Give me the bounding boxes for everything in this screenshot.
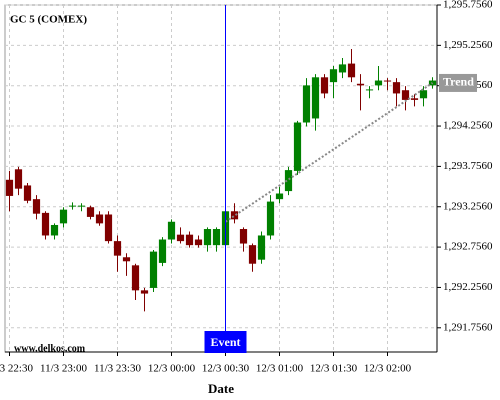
candle-body: [131, 265, 140, 291]
candle-body: [338, 64, 347, 73]
candle-body: [122, 257, 131, 262]
candle-body: [419, 90, 428, 99]
x-tick-label: 12/3 00:00: [148, 363, 196, 375]
candle-body: [59, 209, 68, 224]
y-tick-label: 1,295.2560: [443, 39, 493, 51]
candle-body: [41, 212, 50, 236]
event-label-box: [204, 331, 247, 353]
candle-body: [185, 234, 194, 246]
chart-title: GC 5 (COMEX): [10, 14, 87, 26]
x-tick-label: 11/3 23:30: [94, 363, 141, 375]
candle-body: [95, 214, 104, 224]
y-tick-label: 1,292.7560: [443, 241, 493, 253]
candle-body: [167, 221, 176, 240]
x-tick-label: 12/3 02:00: [364, 363, 412, 375]
candle-body: [158, 239, 167, 263]
trend-label-box: [439, 73, 477, 92]
candle-body: [392, 82, 401, 94]
candle-body: [203, 229, 212, 246]
candle-body: [356, 83, 365, 86]
candle-body: [401, 90, 410, 100]
x-tick-label: 12/3 00:30: [202, 363, 250, 375]
candle-body: [86, 207, 95, 217]
candle-body: [14, 169, 23, 189]
event-label: Event: [211, 335, 241, 349]
candle-body: [140, 290, 149, 294]
candle-body: [239, 229, 248, 244]
candle-body: [320, 77, 329, 94]
y-tick-label: 1,294.2560: [443, 120, 493, 132]
candle-body: [104, 214, 113, 242]
candle-body: [383, 80, 392, 82]
candle-body: [212, 229, 221, 246]
candle-body: [257, 235, 266, 260]
y-tick-label: 1,293.2560: [443, 200, 493, 212]
candle-body: [284, 170, 293, 192]
candle-body: [194, 239, 203, 246]
trend-label: Trend: [443, 75, 474, 89]
candle-body: [77, 205, 86, 207]
candle-body: [266, 201, 275, 236]
candle-body: [311, 77, 320, 119]
candle-body: [23, 185, 32, 201]
x-axis-label: Date: [208, 381, 234, 396]
y-tick-label: 1,295.7560: [443, 0, 493, 11]
candle-body: [329, 69, 338, 83]
y-tick-label: 1,291.7560: [443, 321, 493, 333]
candle-body: [68, 205, 77, 207]
x-tick-label: 12/3 01:30: [310, 363, 358, 375]
candle-body: [428, 80, 437, 86]
watermark: www.delkos.com: [14, 343, 86, 354]
candle-body: [302, 85, 311, 123]
candle-body: [176, 234, 185, 242]
candle-body: [374, 80, 383, 86]
candle-body: [50, 224, 59, 236]
x-tick-label: 11/3 23:00: [40, 363, 87, 375]
candle-body: [275, 193, 284, 200]
candle-body: [410, 98, 419, 100]
candle-body: [347, 63, 356, 78]
trend-line: [224, 82, 434, 223]
candle-body: [293, 122, 302, 171]
y-tick-label: 1,293.7560: [443, 160, 493, 172]
candle-body: [5, 179, 14, 196]
candle-body: [149, 251, 158, 288]
x-tick-label: 12/3 01:00: [256, 363, 304, 375]
x-tick-label: 11/3 22:30: [0, 363, 33, 375]
candle-body: [230, 211, 239, 220]
candle-body: [365, 89, 374, 91]
candle-body: [113, 241, 122, 256]
candle-body: [32, 199, 41, 214]
candle-body: [248, 245, 257, 264]
y-tick-label: 1,292.2560: [443, 281, 493, 293]
